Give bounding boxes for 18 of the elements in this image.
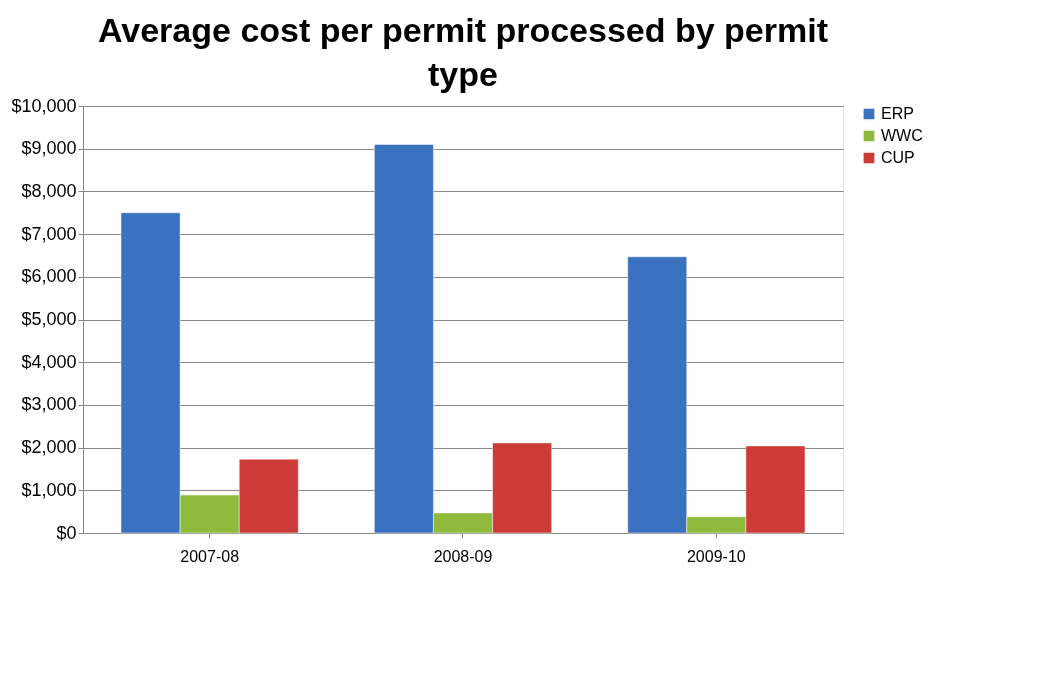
x-tick-label: 2007-08	[180, 547, 240, 565]
y-tick-label: $2,000	[21, 437, 77, 458]
y-tick-label: $6,000	[21, 266, 77, 287]
y-tick-label: $3,000	[21, 394, 77, 415]
y-tick-label: $8,000	[21, 180, 77, 201]
y-tick-label: $5,000	[21, 309, 77, 329]
legend-label: WWC	[881, 127, 923, 144]
y-tick-label: $10,000	[11, 95, 77, 116]
y-tick-label: $9,000	[21, 138, 77, 159]
chart-title: Average cost per permit processed by permit type	[97, 11, 829, 93]
x-tick-label: 2008-09	[433, 547, 493, 565]
legend-label: ERP	[881, 105, 914, 122]
y-tick-label: $0	[56, 522, 77, 543]
x-tick-label: 2009-10	[686, 547, 746, 565]
y-tick-label: $7,000	[21, 223, 77, 244]
y-tick-label: $1,000	[21, 479, 77, 500]
y-tick-label: $4,000	[21, 351, 77, 372]
legend-label: CUP	[881, 149, 915, 166]
